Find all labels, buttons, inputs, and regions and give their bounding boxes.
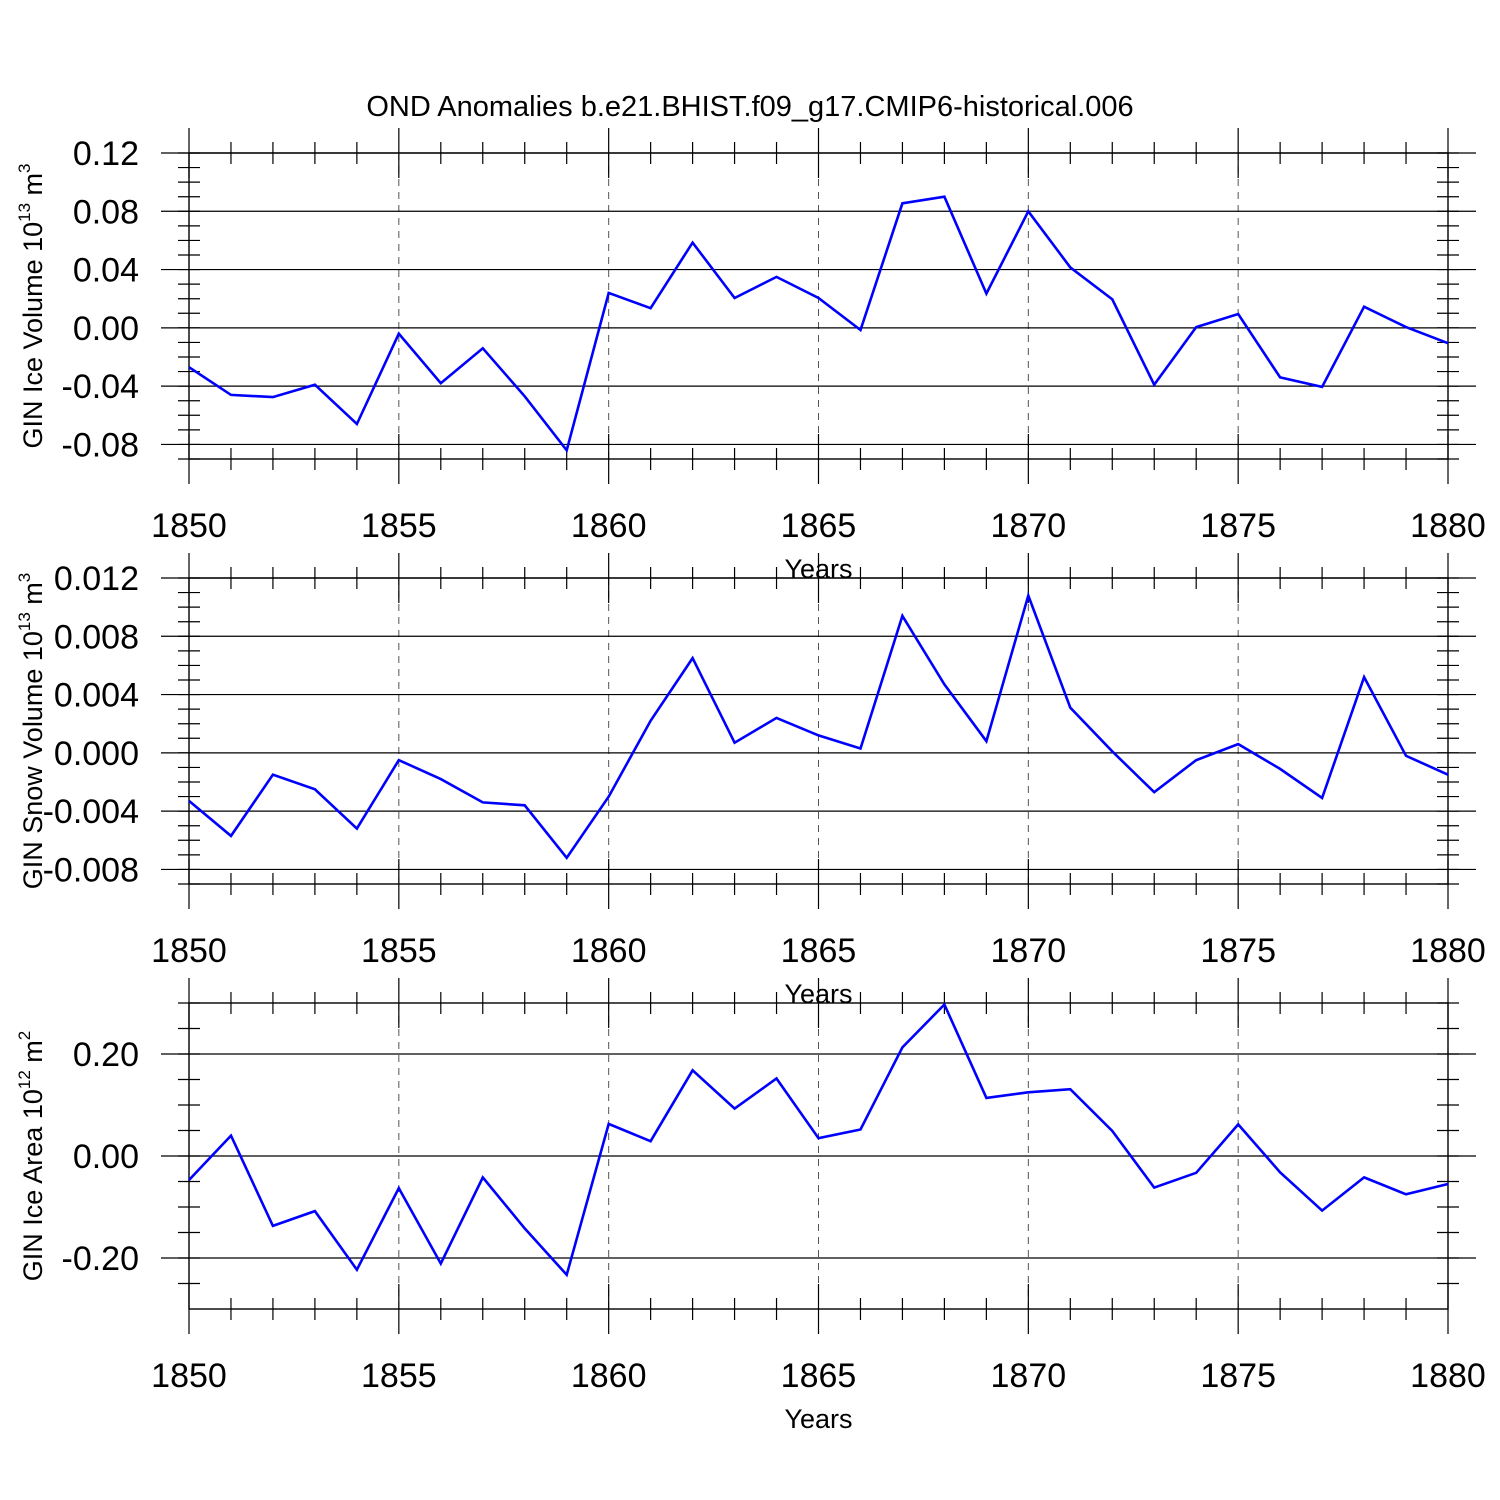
y-tick-label: 0.12: [73, 135, 139, 173]
y-tick-label: 0.08: [73, 193, 139, 231]
y-tick-label: -0.04: [62, 368, 140, 406]
y-tick-label: 0.000: [54, 735, 139, 773]
x-tick-label: 1865: [781, 932, 857, 970]
panel-2: 0.012 0.008 0.004 0.000 -0.004 -0.008 1850 1855…: [15, 553, 1486, 1009]
y-tick-label: -0.08: [62, 426, 140, 464]
y-tick-label: 0.20: [73, 1036, 139, 1074]
x-tick-label: 1850: [151, 932, 227, 970]
x-tick-label: 1865: [781, 1357, 857, 1395]
y-tick-label: -0.008: [43, 851, 139, 889]
y-axis-title: GIN Ice Area 1012 m2: [15, 1031, 48, 1282]
series-line: [188, 195, 1449, 454]
x-tick-label: 1875: [1200, 932, 1276, 970]
chart-title: OND Anomalies b.e21.BHIST.f09_g17.CMIP6-…: [366, 91, 1133, 123]
x-tick-label: 1880: [1410, 507, 1486, 545]
y-tick-label: -0.004: [43, 793, 139, 831]
x-tick-label: 1855: [361, 932, 437, 970]
y-tick-label: 0.004: [54, 677, 139, 715]
y-tick-label: 0.04: [73, 252, 139, 290]
x-tick-label: 1865: [781, 507, 857, 545]
x-tick-label: 1880: [1410, 932, 1486, 970]
x-tick-label: 1875: [1200, 507, 1276, 545]
x-tick-label: 1870: [991, 507, 1067, 545]
x-tick-label: 1860: [571, 507, 647, 545]
y-tick-label: 0.012: [54, 560, 139, 598]
y-tick-label: 0.00: [73, 1138, 139, 1176]
x-tick-label: 1850: [151, 507, 227, 545]
series-line: [188, 1002, 1449, 1278]
x-tick-label: 1850: [151, 1357, 227, 1395]
y-tick-label: 0.008: [54, 618, 139, 656]
y-tick-label: -0.20: [62, 1240, 140, 1278]
x-tick-label: 1880: [1410, 1357, 1486, 1395]
x-tick-label: 1855: [361, 507, 437, 545]
panel-3: 0.20 0.00 -0.20 1850 1855 1860 1865 1870 1875 188…: [15, 978, 1486, 1434]
x-tick-label: 1870: [991, 1357, 1067, 1395]
x-tick-label: 1855: [361, 1357, 437, 1395]
x-tick-label: 1860: [571, 1357, 647, 1395]
x-tick-label: 1870: [991, 932, 1067, 970]
x-tick-label: 1875: [1200, 1357, 1276, 1395]
x-tick-label: 1860: [571, 932, 647, 970]
panel-1: 0.12 0.08 0.04 0.00 -0.04 -0.08 1850 1855 1860 18…: [15, 128, 1486, 584]
series-line: [188, 591, 1449, 860]
y-tick-label: 0.00: [73, 310, 139, 348]
x-axis-title: Years: [784, 1404, 852, 1434]
y-axis-title: GIN Ice Volume 1013 m3: [15, 163, 48, 448]
y-axis-title: GIN Snow Volume 1013 m3: [15, 573, 48, 890]
